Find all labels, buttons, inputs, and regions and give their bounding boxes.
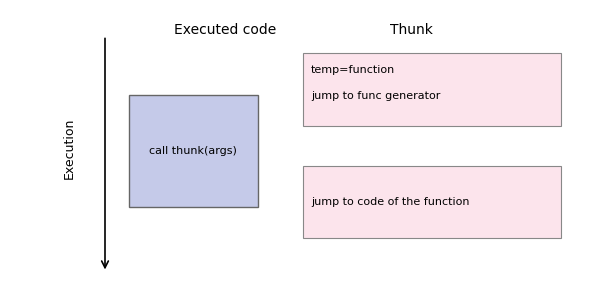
Text: temp=function: temp=function xyxy=(311,65,395,75)
Text: jump to func generator: jump to func generator xyxy=(311,91,440,101)
FancyBboxPatch shape xyxy=(129,95,258,207)
FancyBboxPatch shape xyxy=(303,166,561,238)
Text: call thunk(args): call thunk(args) xyxy=(149,146,237,156)
Text: jump to code of the function: jump to code of the function xyxy=(311,197,469,207)
FancyBboxPatch shape xyxy=(303,53,561,126)
Text: Thunk: Thunk xyxy=(389,22,433,37)
Text: Execution: Execution xyxy=(62,117,76,179)
Text: Executed code: Executed code xyxy=(174,22,276,37)
